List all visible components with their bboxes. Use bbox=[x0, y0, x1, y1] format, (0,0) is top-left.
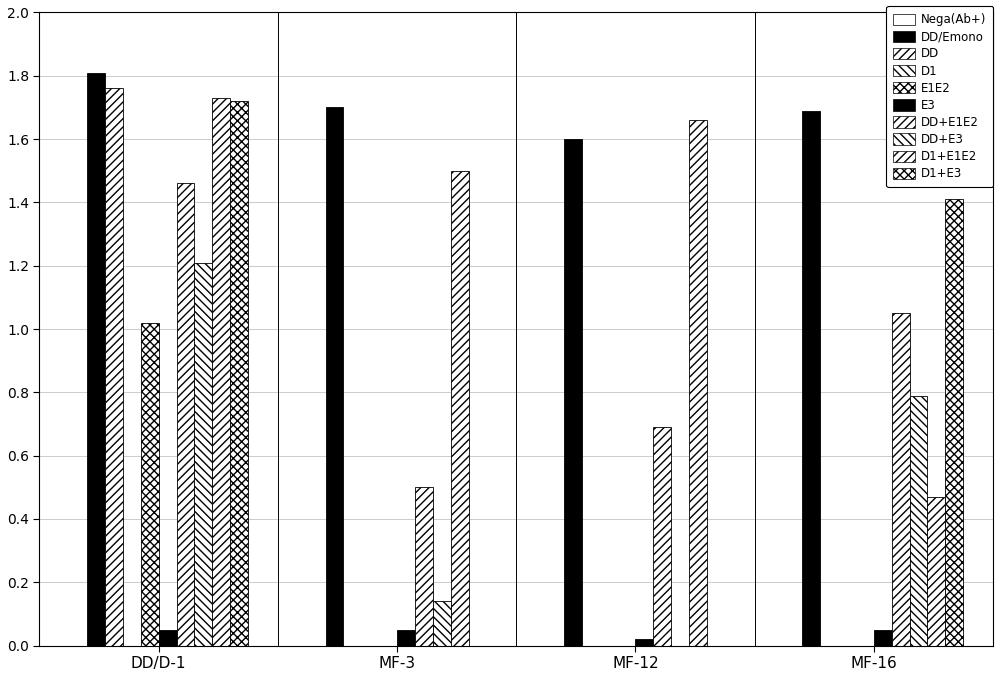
Bar bbox=[927, 497, 945, 645]
Bar bbox=[177, 184, 194, 645]
Bar bbox=[326, 107, 343, 645]
Bar bbox=[910, 395, 927, 645]
Bar bbox=[564, 139, 582, 645]
Legend: Nega(Ab+), DD/Emono, DD, D1, E1E2, E3, DD+E1E2, DD+E3, D1+E1E2, D1+E3: Nega(Ab+), DD/Emono, DD, D1, E1E2, E3, D… bbox=[886, 6, 993, 187]
Bar bbox=[230, 101, 248, 645]
Bar bbox=[635, 639, 653, 645]
Bar bbox=[141, 323, 159, 645]
Bar bbox=[159, 630, 177, 645]
Bar bbox=[892, 313, 910, 645]
Bar bbox=[433, 601, 451, 645]
Bar bbox=[653, 427, 671, 645]
Bar bbox=[689, 120, 707, 645]
Bar bbox=[945, 199, 963, 645]
Bar bbox=[194, 262, 212, 645]
Bar bbox=[87, 73, 105, 645]
Bar bbox=[415, 487, 433, 645]
Bar bbox=[397, 630, 415, 645]
Bar bbox=[451, 171, 469, 645]
Bar bbox=[874, 630, 892, 645]
Bar bbox=[802, 111, 820, 645]
Bar bbox=[212, 98, 230, 645]
Bar bbox=[105, 88, 123, 645]
